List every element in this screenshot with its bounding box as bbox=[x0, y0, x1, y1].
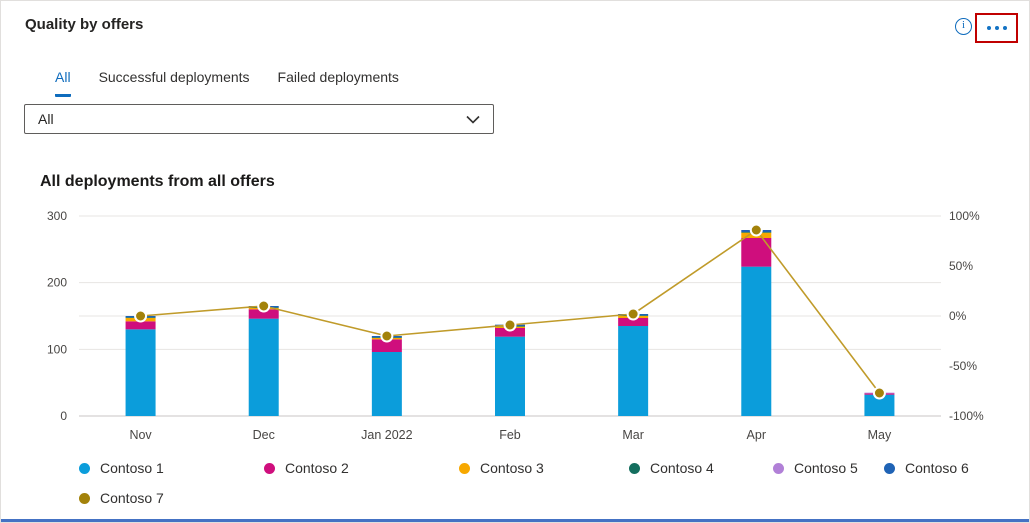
dropdown-selected-value: All bbox=[38, 111, 54, 127]
x-axis-label: Apr bbox=[747, 428, 766, 442]
legend-label: Contoso 2 bbox=[285, 460, 349, 476]
y-axis-right-tick-label: 50% bbox=[949, 259, 973, 273]
legend-item-contoso-1[interactable]: Contoso 1 bbox=[79, 460, 164, 476]
bar-segment-contoso-1 bbox=[864, 394, 895, 416]
legend-item-contoso-6[interactable]: Contoso 6 bbox=[884, 460, 969, 476]
legend-label: Contoso 3 bbox=[480, 460, 544, 476]
legend-dot bbox=[264, 462, 275, 474]
y-axis-left-tick-label: 200 bbox=[47, 276, 67, 290]
y-axis-left-tick-label: 0 bbox=[60, 409, 67, 423]
legend-item-contoso-3[interactable]: Contoso 3 bbox=[459, 460, 544, 476]
bar-segment-contoso-2 bbox=[495, 328, 525, 337]
trend-point bbox=[503, 318, 517, 332]
legend-dot bbox=[629, 462, 640, 474]
x-axis-label: Nov bbox=[129, 428, 152, 442]
x-axis-label: Dec bbox=[253, 428, 275, 442]
tab-all[interactable]: All bbox=[55, 69, 71, 97]
x-axis-label: Feb bbox=[499, 428, 521, 442]
tab-successful-deployments[interactable]: Successful deployments bbox=[98, 69, 250, 85]
bar-segment-contoso-2 bbox=[618, 318, 649, 326]
chevron-down-icon bbox=[466, 115, 480, 124]
trend-point bbox=[626, 307, 640, 321]
legend-dot bbox=[773, 462, 784, 474]
ellipsis-dot bbox=[994, 26, 999, 30]
legend-dot bbox=[79, 492, 90, 504]
tab-bar: All Successful deployments Failed deploy… bbox=[55, 69, 399, 97]
y-axis-right-tick-label: 100% bbox=[949, 209, 980, 223]
bar-segment-contoso-1 bbox=[741, 266, 772, 416]
trend-point bbox=[134, 309, 148, 323]
card-title: Quality by offers bbox=[25, 16, 144, 33]
trend-point bbox=[380, 329, 394, 343]
legend-item-contoso-5[interactable]: Contoso 5 bbox=[773, 460, 858, 476]
bar-segment-contoso-2 bbox=[125, 321, 156, 330]
legend-label: Contoso 5 bbox=[794, 460, 858, 476]
legend-dot bbox=[459, 462, 470, 474]
legend-item-contoso-4[interactable]: Contoso 4 bbox=[629, 460, 714, 476]
x-axis-label: Jan 2022 bbox=[361, 428, 412, 442]
bar-segment-contoso-2 bbox=[371, 339, 402, 352]
legend-label: Contoso 7 bbox=[100, 490, 164, 506]
trend-point bbox=[872, 386, 886, 400]
trend-point bbox=[749, 223, 763, 237]
bar-segment-contoso-1 bbox=[495, 336, 525, 416]
y-axis-left-tick-label: 100 bbox=[47, 342, 67, 356]
y-axis-right-tick-label: -50% bbox=[949, 359, 977, 373]
chart-title: All deployments from all offers bbox=[40, 173, 275, 190]
info-circle-icon[interactable]: i bbox=[955, 18, 972, 35]
x-axis-label: May bbox=[868, 428, 892, 442]
bar-segment-contoso-1 bbox=[618, 326, 649, 416]
bar-segment-contoso-2 bbox=[248, 309, 279, 319]
y-axis-right-tick-label: 0% bbox=[949, 309, 967, 323]
red-highlight-box bbox=[975, 13, 1018, 43]
deployments-chart: 0 100 200 300 -100% -50% 0% 50% 100% Nov Dec Jan 20… bbox=[47, 209, 984, 442]
y-axis-right-tick-label: -100% bbox=[949, 409, 984, 423]
card-bottom-accent bbox=[1, 519, 1029, 522]
bar-segment-contoso-1 bbox=[125, 329, 156, 416]
ellipsis-dot bbox=[1002, 26, 1007, 30]
legend-dot bbox=[884, 462, 895, 474]
bar-segment-contoso-1 bbox=[248, 318, 279, 416]
legend-label: Contoso 6 bbox=[905, 460, 969, 476]
offer-filter-dropdown[interactable]: All bbox=[24, 104, 494, 134]
legend-item-contoso-2[interactable]: Contoso 2 bbox=[264, 460, 349, 476]
ellipsis-dot bbox=[986, 26, 991, 30]
y-axis-left-tick-label: 300 bbox=[47, 209, 67, 223]
x-axis-label: Mar bbox=[622, 428, 644, 442]
bar-segment-contoso-1 bbox=[371, 352, 402, 416]
ellipsis-icon[interactable] bbox=[977, 15, 1016, 41]
bar-segment-contoso-2 bbox=[741, 238, 772, 267]
legend-label: Contoso 4 bbox=[650, 460, 714, 476]
legend-label: Contoso 1 bbox=[100, 460, 164, 476]
legend-dot bbox=[79, 462, 90, 474]
legend-item-contoso-7[interactable]: Contoso 7 bbox=[79, 490, 164, 506]
trend-point bbox=[257, 299, 271, 313]
tab-failed-deployments[interactable]: Failed deployments bbox=[277, 69, 399, 85]
